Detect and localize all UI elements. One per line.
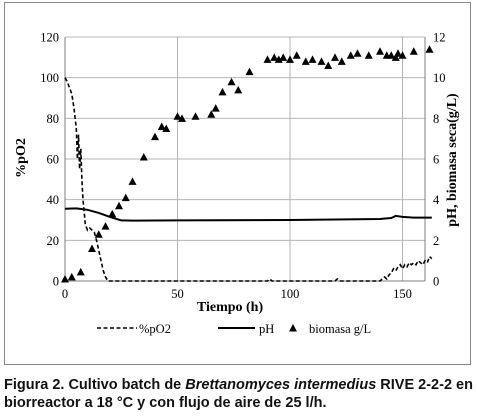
biomasa-marker xyxy=(245,67,254,76)
x-tick-label: 100 xyxy=(281,287,300,301)
biomasa-marker xyxy=(94,230,103,238)
biomasa-marker xyxy=(218,87,227,96)
biomasa-marker xyxy=(234,85,243,94)
biomasa-marker xyxy=(337,57,346,65)
caption-suffix: RIVE 2-2-2 en biorreactor a 18 °C y con … xyxy=(4,377,473,411)
y-right-tick-label: 0 xyxy=(433,275,439,289)
ph-series-line xyxy=(64,207,432,222)
biomasa-marker xyxy=(301,57,310,65)
biomasa-marker xyxy=(88,244,96,252)
y-left-tick-label: 40 xyxy=(47,193,60,207)
biomasa-marker xyxy=(139,152,148,161)
y-left-tick-label: 100 xyxy=(40,71,59,85)
legend-biomasa-label: biomasa g/L xyxy=(309,322,371,336)
biomasa-marker xyxy=(376,47,384,55)
y-right-tick-label: 4 xyxy=(433,193,440,207)
biomasa-marker xyxy=(263,55,272,63)
biomasa-marker xyxy=(286,55,294,63)
series-layer xyxy=(61,45,434,283)
biomasa-marker xyxy=(101,222,110,230)
biomasa-marker xyxy=(173,112,182,120)
biomasa-marker xyxy=(151,132,159,141)
y-right-tick-label: 8 xyxy=(433,112,439,126)
biomasa-marker xyxy=(108,209,117,218)
biomasa-marker xyxy=(207,110,216,118)
biomasa-marker xyxy=(292,51,301,59)
biomasa-marker xyxy=(308,55,317,63)
biomasa-marker xyxy=(409,47,418,55)
biomasa-marker xyxy=(211,104,220,112)
biomasa-marker xyxy=(331,53,339,61)
caption-prefix: Figura 2. Cultivo batch de xyxy=(4,377,186,393)
biomasa-marker xyxy=(391,53,400,61)
biomasa-marker xyxy=(157,122,166,130)
biomasa-marker xyxy=(364,51,373,59)
legend: %pO2 pH biomasa g/L xyxy=(97,322,371,336)
x-tick-label: 150 xyxy=(393,287,412,301)
biomasa-marker xyxy=(274,55,283,63)
y-axis-right-label: pH, biomasa seca(g/L) xyxy=(445,93,460,227)
y-left-tick-label: 20 xyxy=(47,234,60,248)
y-left-tick-label: 120 xyxy=(40,31,59,45)
y-right-tick-label: 6 xyxy=(433,153,439,167)
biomasa-marker xyxy=(67,272,76,281)
x-axis-label: Tiempo (h) xyxy=(197,300,264,315)
figure-frame: 0 20 40 60 80 100 120 0 2 4 6 8 10 12 0 50 100 150 Tiempo… xyxy=(4,2,471,365)
gridlines xyxy=(65,36,425,281)
biomasa-marker xyxy=(353,49,362,57)
biomasa-marker xyxy=(279,53,288,61)
po2-series-line xyxy=(64,77,433,282)
legend-ph-label: pH xyxy=(259,322,274,336)
biomasa-marker xyxy=(270,53,279,61)
biomasa-marker xyxy=(115,201,123,210)
biomasa-marker xyxy=(394,49,402,57)
biomasa-marker xyxy=(162,124,171,132)
biomasa-marker xyxy=(61,274,69,283)
figure-caption: Figura 2. Cultivo batch de Brettanomyces… xyxy=(4,376,474,412)
biomasa-marker xyxy=(317,57,326,65)
y-right-tick-label: 2 xyxy=(433,234,439,248)
y-axis-left-label: %pO2 xyxy=(14,138,29,178)
y-left-tick-label: 0 xyxy=(53,275,59,289)
caption-species: Brettanomyces intermedius xyxy=(185,377,377,393)
y-left-tick-label: 60 xyxy=(47,153,60,167)
biomasa-marker xyxy=(191,112,200,120)
y-right-tick-label: 10 xyxy=(433,71,446,85)
biomasa-marker xyxy=(425,45,434,53)
y-left-tick-label: 80 xyxy=(47,112,60,126)
biomasa-marker xyxy=(121,193,130,202)
biomasa-marker xyxy=(398,51,407,59)
legend-biomasa-marker xyxy=(289,324,297,332)
x-tick-label: 0 xyxy=(62,287,68,301)
legend-po2-label: %pO2 xyxy=(139,322,171,336)
biomasa-marker xyxy=(324,61,333,69)
biomasa-marker xyxy=(178,114,186,122)
biomasa-marker xyxy=(227,77,236,86)
biomasa-marker xyxy=(346,51,355,59)
biomasa-marker xyxy=(387,51,396,59)
biomasa-marker xyxy=(76,267,85,276)
y-right-tick-label: 12 xyxy=(433,31,446,45)
x-tick-label: 50 xyxy=(171,287,184,301)
biomasa-marker xyxy=(128,177,137,185)
